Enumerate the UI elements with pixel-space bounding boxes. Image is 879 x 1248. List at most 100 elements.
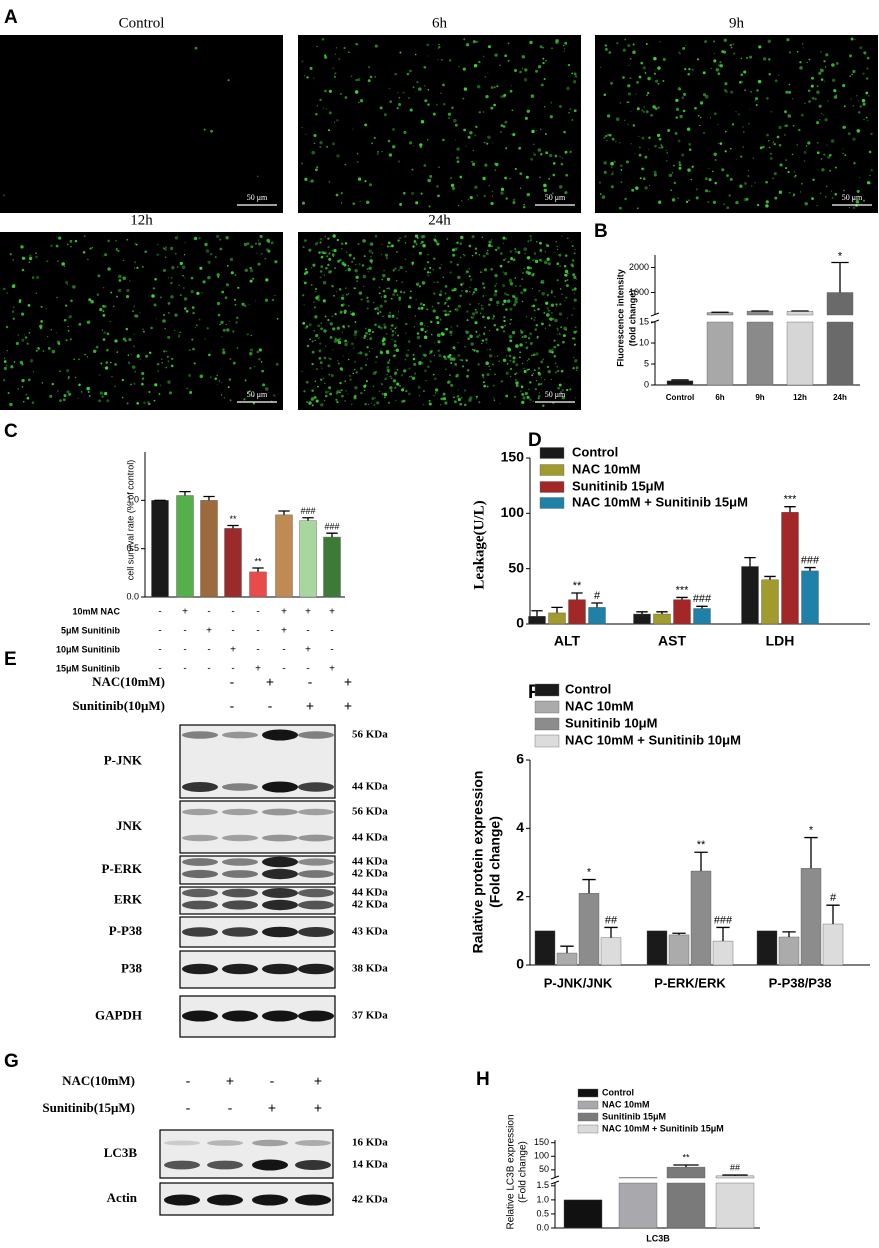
fluorescent-dot bbox=[433, 281, 435, 284]
fluorescent-dot bbox=[481, 282, 485, 285]
fluorescent-dot bbox=[176, 266, 179, 268]
fluorescent-dot bbox=[483, 141, 486, 144]
blot-band bbox=[295, 1194, 331, 1206]
blot-label: LC3B bbox=[104, 1145, 138, 1160]
fluorescent-dot bbox=[600, 66, 602, 68]
fluorescent-dot bbox=[699, 116, 702, 119]
fluorescent-dot bbox=[482, 55, 485, 58]
fluorescent-dot bbox=[324, 251, 328, 255]
fluorescent-dot bbox=[378, 292, 381, 295]
fluorescent-dot bbox=[785, 124, 788, 128]
fluorescent-dot bbox=[796, 143, 799, 146]
fluorescent-dot bbox=[337, 362, 341, 365]
fluorescent-dot bbox=[391, 333, 395, 337]
fluorescent-dot bbox=[416, 80, 419, 84]
fluorescent-dot bbox=[785, 167, 788, 170]
fluorescent-dot bbox=[363, 255, 366, 258]
fluorescent-dot bbox=[133, 345, 135, 348]
fluorescent-dot bbox=[321, 367, 323, 369]
fluorescent-dot bbox=[313, 396, 317, 399]
fluorescent-dot bbox=[511, 330, 516, 335]
fluorescent-dot bbox=[320, 265, 324, 268]
fluorescent-dot bbox=[532, 400, 534, 403]
fluorescent-dot bbox=[688, 148, 692, 151]
blot-label: JNK bbox=[116, 818, 143, 833]
fluorescent-dot bbox=[556, 279, 559, 282]
fluorescent-dot bbox=[862, 102, 866, 106]
fluorescent-dot bbox=[337, 340, 342, 345]
fluorescent-dot bbox=[422, 353, 425, 357]
fluorescent-dot bbox=[723, 38, 728, 42]
fluorescent-dot bbox=[526, 395, 530, 399]
fluorescent-dot bbox=[396, 326, 398, 328]
fluorescent-dot bbox=[870, 168, 873, 172]
fluorescent-dot bbox=[40, 305, 43, 308]
y-tick-label: 150 bbox=[501, 449, 525, 465]
fluorescent-dot bbox=[381, 244, 383, 246]
fluorescent-dot bbox=[329, 322, 333, 326]
fluorescent-dot bbox=[387, 401, 391, 405]
fluorescent-dot bbox=[437, 340, 441, 344]
fluorescent-dot bbox=[512, 360, 516, 364]
fluorescent-dot bbox=[144, 250, 147, 253]
fluorescent-dot bbox=[444, 301, 447, 304]
fluorescent-dot bbox=[543, 105, 546, 108]
fluorescent-dot bbox=[164, 328, 166, 330]
fluorescent-dot bbox=[527, 240, 530, 243]
fluorescent-dot bbox=[349, 310, 352, 313]
blot-band bbox=[262, 868, 298, 880]
fluorescent-dot bbox=[50, 329, 52, 331]
fluorescent-dot bbox=[412, 353, 415, 356]
fluorescent-dot bbox=[463, 403, 467, 407]
fluorescent-dot bbox=[449, 310, 451, 313]
fluorescent-dot bbox=[156, 362, 160, 366]
fluorescent-dot bbox=[622, 48, 626, 52]
fluorescent-dot bbox=[505, 371, 509, 375]
fluorescent-dot bbox=[564, 269, 569, 274]
fluorescent-dot bbox=[32, 371, 35, 373]
fluorescent-dot bbox=[215, 234, 220, 239]
fluorescent-dot bbox=[166, 355, 169, 358]
fluorescent-dot bbox=[644, 155, 648, 159]
fluorescent-dot bbox=[565, 284, 569, 288]
treatment-sign: + bbox=[182, 607, 188, 618]
fluorescent-dot bbox=[601, 195, 606, 199]
fluorescent-dot bbox=[319, 361, 323, 364]
fluorescent-dot bbox=[243, 242, 248, 247]
fluorescent-dot bbox=[306, 401, 309, 404]
fluorescent-dot bbox=[19, 301, 22, 304]
fluorescent-dot bbox=[573, 330, 577, 334]
fluorescent-dot bbox=[21, 386, 24, 388]
fluorescent-dot bbox=[729, 43, 733, 47]
fluorescent-dot bbox=[413, 240, 417, 244]
fluorescent-dot bbox=[326, 145, 329, 148]
fluorescent-dot bbox=[564, 48, 566, 50]
y-tick-label: 0.5 bbox=[536, 1208, 549, 1218]
fluorescent-dot bbox=[459, 402, 463, 406]
fluorescent-dot bbox=[783, 124, 786, 127]
fluorescent-dot bbox=[486, 316, 490, 320]
fluorescent-dot bbox=[308, 248, 312, 252]
fluorescent-dot bbox=[419, 322, 424, 326]
fluorescent-dot bbox=[102, 313, 106, 317]
bar bbox=[746, 311, 774, 386]
fluorescent-dot bbox=[571, 72, 573, 75]
fluorescent-dot bbox=[246, 333, 249, 336]
fluorescent-dot bbox=[540, 259, 543, 262]
bar bbox=[568, 599, 586, 625]
blot-band bbox=[298, 731, 334, 739]
fluorescent-dot bbox=[494, 289, 498, 293]
fluorescent-dot bbox=[95, 345, 99, 349]
fluorescent-dot bbox=[35, 349, 38, 352]
fluorescent-dot bbox=[252, 277, 255, 280]
fluorescent-dot bbox=[635, 93, 637, 95]
y-tick-label: 0.5 bbox=[126, 543, 139, 553]
fluorescent-dot bbox=[647, 76, 651, 81]
fluorescent-dot bbox=[347, 358, 350, 361]
treatment-label: 10μM Sunitinib bbox=[56, 644, 121, 654]
fluorescent-dot bbox=[854, 39, 856, 41]
fluorescent-dot bbox=[339, 391, 341, 394]
fluorescent-dot bbox=[356, 161, 359, 163]
fluorescent-dot bbox=[364, 180, 367, 183]
fluorescent-dot bbox=[162, 247, 165, 250]
